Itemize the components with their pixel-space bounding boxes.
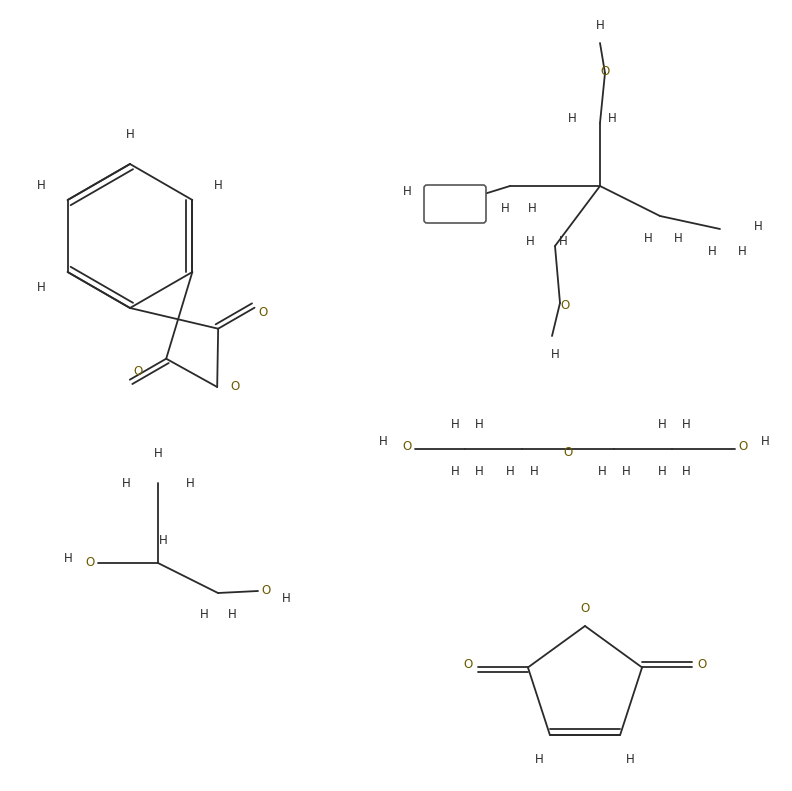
Text: H: H: [200, 608, 208, 622]
Text: O: O: [258, 306, 267, 320]
FancyBboxPatch shape: [424, 185, 486, 223]
Text: Abs: Abs: [444, 196, 466, 210]
Text: H: H: [535, 753, 544, 766]
Text: H: H: [185, 476, 194, 490]
Text: H: H: [682, 464, 691, 478]
Text: H: H: [63, 551, 72, 565]
Text: H: H: [596, 18, 604, 32]
Text: H: H: [158, 535, 167, 547]
Text: H: H: [451, 418, 459, 430]
Text: H: H: [558, 234, 567, 248]
Text: H: H: [644, 232, 653, 244]
Text: H: H: [657, 418, 666, 430]
Text: H: H: [227, 608, 236, 622]
Text: O: O: [561, 298, 569, 312]
Text: H: H: [474, 464, 483, 478]
Text: H: H: [550, 347, 559, 361]
Text: H: H: [526, 234, 535, 248]
Text: O: O: [402, 440, 412, 452]
Text: O: O: [600, 65, 610, 78]
Text: O: O: [133, 365, 143, 378]
Text: H: H: [754, 219, 763, 233]
Text: O: O: [563, 445, 573, 459]
Text: O: O: [698, 658, 706, 671]
Text: H: H: [622, 464, 630, 478]
Text: H: H: [379, 434, 387, 448]
Text: H: H: [154, 446, 162, 460]
Text: H: H: [760, 434, 769, 448]
Text: O: O: [86, 557, 94, 570]
Text: H: H: [674, 232, 683, 244]
Text: H: H: [122, 476, 131, 490]
Text: O: O: [463, 658, 473, 671]
Text: H: H: [501, 202, 509, 214]
Text: H: H: [214, 179, 223, 191]
Text: H: H: [598, 464, 607, 478]
Text: O: O: [230, 380, 240, 393]
Text: H: H: [737, 244, 746, 258]
Text: O: O: [261, 585, 271, 597]
Text: H: H: [282, 592, 291, 605]
Text: H: H: [568, 112, 577, 124]
Text: H: H: [707, 244, 717, 258]
Text: H: H: [451, 464, 459, 478]
Text: H: H: [126, 127, 135, 141]
Text: H: H: [682, 418, 691, 430]
Text: O: O: [738, 440, 748, 452]
Text: H: H: [657, 464, 666, 478]
Text: H: H: [37, 179, 46, 191]
Text: H: H: [505, 464, 514, 478]
Text: H: H: [527, 202, 536, 214]
Text: O: O: [581, 601, 589, 615]
Text: H: H: [530, 464, 539, 478]
Text: H: H: [474, 418, 483, 430]
Text: H: H: [626, 753, 634, 766]
Text: H: H: [37, 281, 46, 293]
Text: H: H: [402, 184, 411, 198]
Text: H: H: [607, 112, 616, 124]
